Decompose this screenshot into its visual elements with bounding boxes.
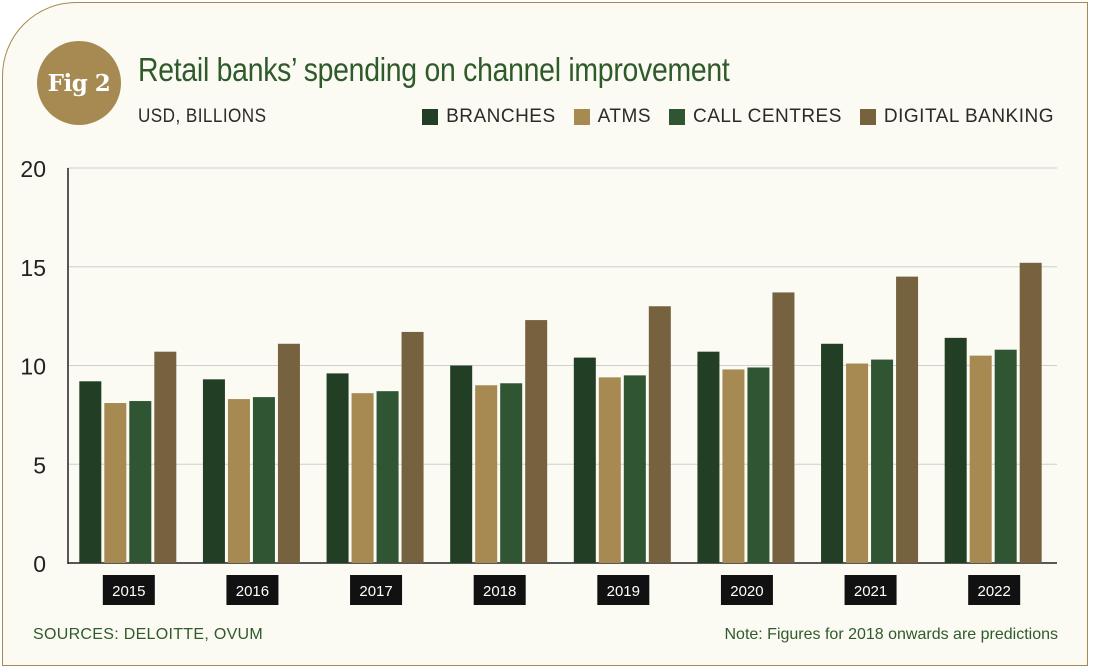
y-tick-label: 10 — [20, 354, 46, 380]
x-tick-label: 2021 — [854, 583, 887, 600]
x-tick-label: 2020 — [730, 583, 763, 600]
chart-title: Retail banks’ spending on channel improv… — [138, 51, 730, 88]
bar-atms-2018 — [475, 385, 498, 563]
bar-atms-2020 — [722, 369, 745, 563]
bar-branches-2017 — [326, 373, 349, 563]
bar-call-centres-2020 — [747, 367, 770, 563]
bar-digital-banking-2018 — [525, 320, 548, 563]
x-tick-label: 2017 — [359, 583, 392, 600]
bar-branches-2020 — [697, 351, 720, 563]
y-tick-label: 5 — [33, 452, 46, 478]
legend-item-call-centres: CALL CENTRES — [669, 106, 842, 128]
x-tick-label: 2015 — [112, 583, 145, 600]
bar-call-centres-2022 — [994, 349, 1017, 563]
bar-atms-2016 — [227, 399, 250, 563]
bar-call-centres-2016 — [252, 397, 275, 563]
legend-item-digital-banking: DIGITAL BANKING — [859, 106, 1054, 128]
x-tick-label: 2019 — [607, 583, 640, 600]
x-tick-label-box — [102, 575, 155, 605]
x-tick-label: 2016 — [236, 583, 269, 600]
legend-label-branches: BRANCHES — [446, 106, 556, 127]
bar-call-centres-2018 — [500, 383, 523, 563]
x-tick-label: 2022 — [978, 583, 1011, 600]
figure-badge: Fig 2 — [37, 41, 121, 125]
bar-call-centres-2015 — [129, 401, 152, 563]
y-tick-label: 0 — [33, 551, 46, 577]
bar-atms-2015 — [104, 403, 127, 563]
bar-atms-2021 — [846, 363, 869, 563]
unit-label: USD, BILLIONS — [138, 106, 267, 127]
bar-branches-2021 — [821, 343, 844, 563]
x-tick-label-box — [844, 575, 897, 605]
legend-swatch-digital-banking — [859, 109, 876, 125]
bar-branches-2018 — [450, 365, 473, 563]
predictions-note: Note: Figures for 2018 onwards are predi… — [724, 626, 1058, 643]
x-tick-label-box — [720, 575, 773, 605]
bar-call-centres-2019 — [623, 375, 646, 563]
y-tick-label: 20 — [20, 156, 46, 182]
bar-digital-banking-2015 — [154, 351, 177, 563]
bar-branches-2022 — [944, 337, 967, 563]
legend-swatch-call-centres — [669, 109, 686, 125]
x-tick-label-box — [226, 575, 279, 605]
bar-digital-banking-2021 — [896, 276, 919, 563]
bar-branches-2016 — [202, 379, 225, 563]
bar-digital-banking-2019 — [648, 306, 671, 563]
bar-call-centres-2021 — [871, 359, 894, 563]
legend-item-branches: BRANCHES — [422, 106, 556, 128]
x-tick-label-box — [597, 575, 650, 605]
bar-branches-2019 — [573, 357, 596, 563]
bar-branches-2015 — [79, 381, 102, 563]
legend-label-digital-banking: DIGITAL BANKING — [883, 106, 1054, 127]
legend-label-call-centres: CALL CENTRES — [693, 106, 842, 127]
bar-atms-2022 — [969, 355, 992, 563]
bar-digital-banking-2017 — [401, 331, 424, 563]
legend-item-atms: ATMS — [573, 106, 652, 128]
bar-atms-2019 — [598, 377, 621, 563]
x-tick-label-box — [968, 575, 1021, 605]
legend-label-atms: ATMS — [597, 106, 652, 127]
bar-digital-banking-2016 — [277, 343, 300, 563]
y-tick-label: 15 — [20, 255, 46, 281]
x-tick-label-box — [473, 575, 526, 605]
bar-digital-banking-2020 — [772, 292, 795, 563]
legend-swatch-branches — [422, 109, 439, 125]
x-tick-label: 2018 — [483, 583, 516, 600]
x-tick-label-box — [350, 575, 403, 605]
bar-atms-2017 — [351, 393, 374, 563]
sources-note: SOURCES: DELOITTE, OVUM — [33, 626, 264, 643]
chart-legend: BRANCHES ATMS CALL CENTRES DIGITAL BANKI… — [404, 106, 1054, 128]
bar-digital-banking-2022 — [1019, 262, 1042, 563]
bar-call-centres-2017 — [376, 391, 399, 563]
legend-swatch-atms — [573, 109, 590, 125]
